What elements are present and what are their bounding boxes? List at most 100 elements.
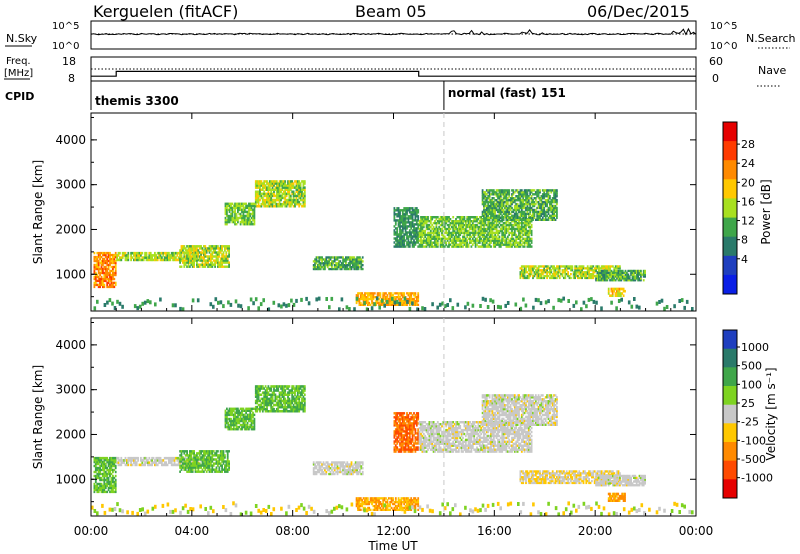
data-cell [436, 245, 439, 248]
data-cell [508, 189, 511, 192]
data-cell [456, 229, 459, 233]
data-cell [525, 206, 527, 210]
data-cell [492, 235, 495, 238]
data-cell [263, 184, 266, 187]
data-cell [417, 292, 420, 295]
data-cell [371, 301, 373, 305]
data-cell [330, 296, 334, 301]
data-cell [145, 256, 148, 259]
data-cell [196, 265, 198, 268]
data-cell [445, 243, 448, 246]
data-cell [382, 292, 385, 295]
data-cell [556, 199, 558, 202]
data-cell [505, 223, 508, 227]
data-cell [315, 256, 318, 259]
data-cell [448, 233, 450, 237]
data-cell [401, 221, 404, 224]
data-cell [459, 225, 462, 229]
data-cell [484, 221, 487, 225]
data-cell [399, 239, 401, 242]
data-cell [474, 227, 477, 231]
data-cell [469, 231, 471, 235]
data-cell [189, 450, 191, 453]
data-cell [99, 476, 101, 480]
data-cell [456, 235, 459, 238]
data-cell [287, 184, 289, 187]
data-cell [483, 239, 485, 242]
data-cell [112, 275, 114, 279]
data-cell [295, 190, 298, 193]
data-cell [519, 267, 522, 270]
data-cell [455, 241, 457, 244]
data-cell [616, 273, 618, 276]
data-cell [523, 189, 526, 192]
data-cell [619, 267, 621, 270]
data-cell [501, 227, 504, 231]
data-cell [511, 193, 513, 196]
data-cell [618, 294, 621, 297]
data-cell [414, 223, 417, 226]
data-cell [425, 216, 428, 219]
data-cell [291, 182, 294, 185]
data-cell [109, 474, 111, 478]
data-cell [413, 299, 415, 303]
data-cell [420, 231, 422, 235]
data-cell [484, 195, 487, 198]
data-cell [506, 206, 509, 210]
data-cell [194, 259, 197, 262]
data-cell [541, 212, 544, 216]
data-cell [169, 459, 172, 462]
data-cell [498, 218, 501, 221]
data-cell [359, 256, 361, 259]
data-cell [331, 262, 333, 265]
data-cell [268, 196, 271, 200]
data-cell [544, 216, 547, 219]
data-cell [210, 245, 212, 248]
data-cell [508, 208, 511, 212]
data-cell [502, 199, 505, 202]
data-cell [539, 273, 541, 276]
data-cell [633, 269, 635, 273]
data-cell [460, 218, 463, 221]
data-cell [476, 225, 478, 229]
data-cell [627, 273, 630, 276]
data-cell [385, 296, 387, 299]
data-cell [156, 256, 159, 259]
data-cell [513, 191, 516, 194]
data-cell [513, 231, 516, 235]
data-cell [113, 468, 116, 472]
data-cell [481, 200, 484, 204]
data-cell [469, 241, 471, 244]
data-cell [574, 265, 576, 268]
data-cell [516, 202, 519, 206]
data-cell [109, 464, 111, 468]
data-cell [227, 216, 230, 220]
data-cell [180, 265, 183, 268]
data-cell [520, 267, 523, 270]
data-cell [490, 200, 492, 204]
data-cell [499, 191, 502, 194]
data-cell [509, 197, 512, 200]
data-cell [102, 257, 104, 261]
data-cell [448, 227, 450, 231]
data-cell [492, 197, 495, 200]
data-cell [540, 204, 543, 208]
data-cell [389, 301, 392, 305]
data-cell [285, 184, 288, 187]
data-cell [94, 476, 97, 480]
data-cell [221, 247, 223, 250]
data-cell [154, 256, 156, 259]
data-cell [431, 243, 434, 246]
data-cell [474, 216, 477, 219]
data-cell [200, 263, 202, 266]
data-cell [448, 241, 450, 244]
data-cell [317, 296, 321, 301]
data-cell [96, 255, 99, 259]
data-cell [114, 464, 117, 468]
data-cell [446, 218, 449, 221]
data-cell [588, 276, 590, 280]
data-cell [499, 199, 502, 202]
data-cell [513, 208, 516, 212]
data-cell [329, 256, 332, 259]
data-cell [442, 245, 445, 248]
